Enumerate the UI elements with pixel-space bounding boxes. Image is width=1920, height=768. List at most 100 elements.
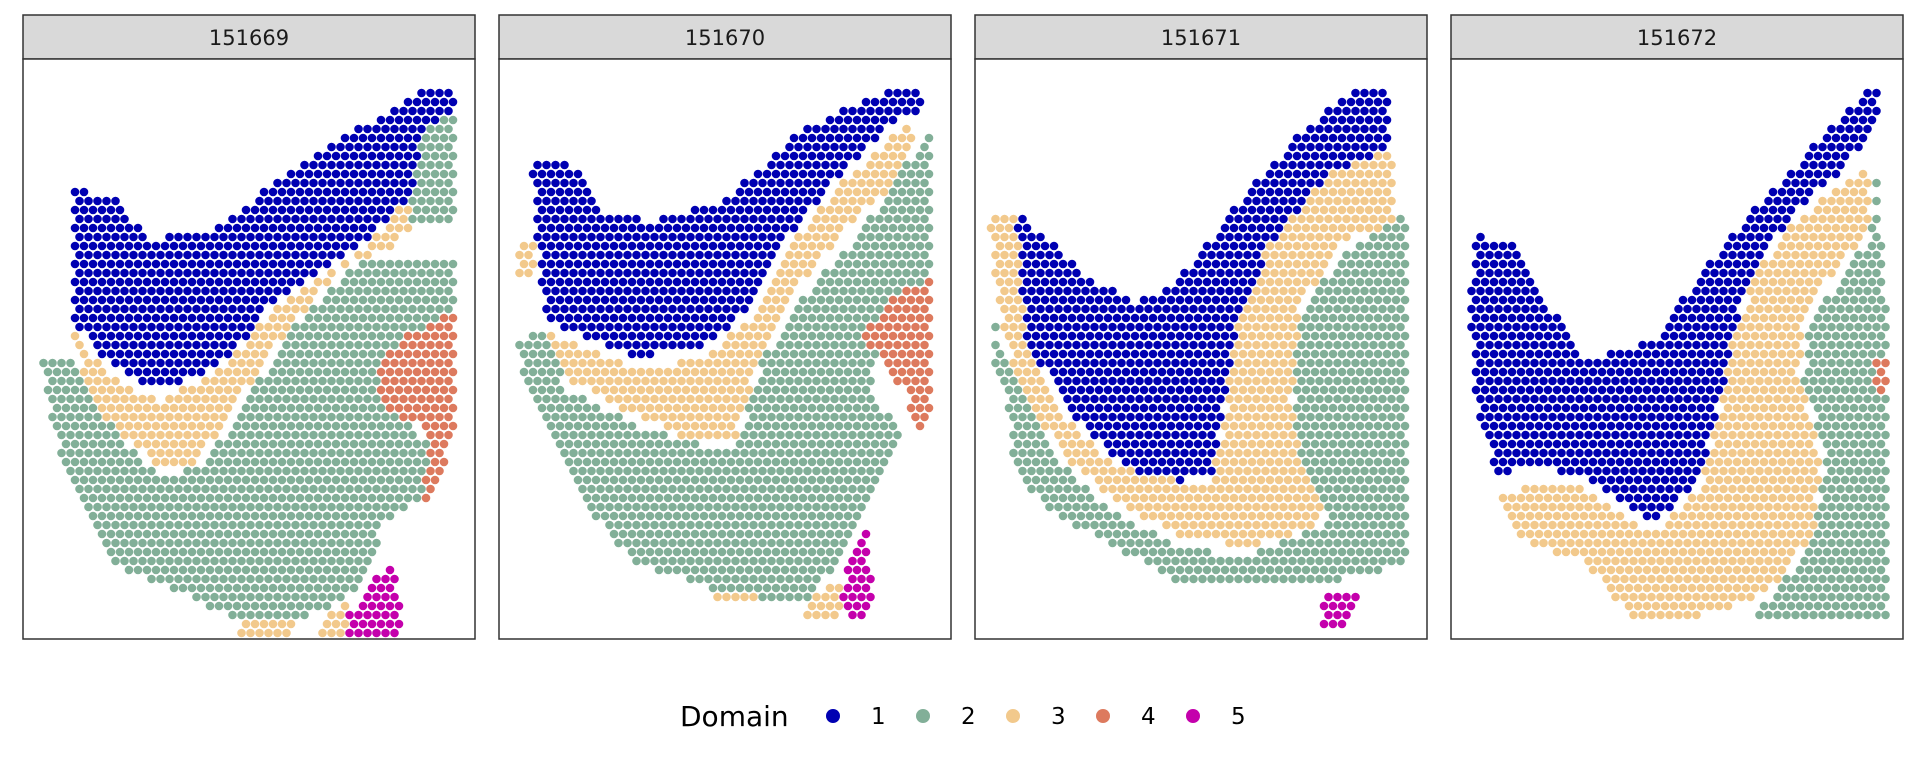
spot-domain-2	[435, 142, 444, 152]
spot-domain-4	[385, 385, 395, 395]
spot-domain-2	[363, 376, 372, 386]
spot-domain-1	[282, 178, 291, 188]
spot-domain-2	[309, 304, 318, 314]
spot-domain-2	[219, 574, 228, 584]
spot-domain-1	[205, 313, 215, 323]
spot-domain-2	[417, 196, 426, 206]
spot-domain-2	[767, 448, 776, 458]
spot-domain-2	[385, 475, 395, 485]
spot-domain-3	[1243, 304, 1252, 314]
spot-domain-1	[300, 250, 309, 260]
spot-domain-3	[758, 304, 767, 314]
spot-domain-1	[668, 268, 677, 278]
spot-domain-2	[336, 502, 345, 512]
spot-domain-3	[1292, 295, 1302, 305]
spot-domain-3	[1373, 205, 1383, 215]
spot-domain-1	[1211, 241, 1221, 251]
spot-domain-4	[439, 313, 449, 323]
spot-domain-2	[1360, 304, 1369, 314]
spot-domain-2	[812, 358, 821, 368]
spot-domain-2	[812, 466, 821, 476]
spot-domain-3	[165, 394, 174, 404]
spot-domain-1	[115, 205, 125, 215]
spot-domain-3	[722, 340, 731, 350]
spot-domain-3	[825, 583, 835, 593]
spot-domain-1	[340, 169, 350, 179]
spot-domain-2	[573, 421, 583, 431]
spot-domain-2	[866, 430, 875, 440]
spot-domain-2	[327, 304, 336, 314]
spot-domain-1	[358, 151, 368, 161]
spot-domain-1	[614, 214, 623, 224]
spot-domain-1	[1202, 439, 1212, 449]
spot-domain-2	[340, 313, 350, 323]
spot-domain-1	[345, 142, 354, 152]
spot-domain-2	[618, 511, 628, 521]
spot-domain-2	[659, 538, 668, 548]
spot-domain-1	[88, 331, 98, 341]
spot-domain-3	[255, 628, 264, 638]
spot-domain-2	[169, 529, 179, 539]
spot-domain-1	[214, 295, 224, 305]
spot-domain-1	[1202, 259, 1212, 269]
spot-domain-1	[1256, 241, 1266, 251]
spot-domain-1	[1306, 178, 1315, 188]
spot-domain-4	[915, 421, 925, 431]
spot-domain-1	[560, 268, 569, 278]
spot-domain-1	[537, 169, 547, 179]
spot-domain-1	[403, 169, 413, 179]
spot-domain-2	[291, 520, 300, 530]
spot-domain-4	[390, 394, 399, 404]
spot-domain-1	[1130, 367, 1140, 377]
spot-domain-2	[277, 385, 287, 395]
spot-domain-2	[875, 250, 884, 260]
spot-domain-1	[435, 88, 444, 98]
spot-domain-1	[372, 142, 381, 152]
spot-domain-2	[241, 565, 251, 575]
spot-domain-2	[771, 511, 781, 521]
spot-domain-3	[178, 403, 188, 413]
spot-domain-2	[668, 448, 677, 458]
spot-domain-2	[268, 601, 278, 611]
spot-domain-1	[147, 304, 156, 314]
spot-domain-2	[825, 421, 835, 431]
spot-domain-1	[196, 259, 206, 269]
spot-domain-2	[893, 268, 902, 278]
spot-domain-2	[830, 502, 839, 512]
spot-domain-2	[1342, 286, 1351, 296]
spot-domain-1	[340, 241, 350, 251]
facet-panel-151670: 151670	[498, 14, 952, 640]
spot-domain-2	[412, 457, 422, 467]
spot-domain-1	[1216, 304, 1225, 314]
spot-domain-2	[354, 304, 363, 314]
spot-domain-1	[273, 214, 282, 224]
spot-domain-2	[911, 214, 920, 224]
spot-domain-2	[210, 448, 219, 458]
spot-domain-1	[618, 331, 628, 341]
spot-domain-1	[852, 151, 862, 161]
spot-domain-2	[286, 403, 296, 413]
spot-domain-2	[1387, 286, 1396, 296]
spot-domain-2	[672, 439, 682, 449]
spot-domain-2	[358, 259, 368, 269]
spot-domain-3	[250, 349, 260, 359]
spot-domain-2	[102, 502, 111, 512]
spot-domain-2	[124, 457, 134, 467]
spot-domain-1	[174, 358, 183, 368]
spot-domain-1	[1040, 259, 1050, 269]
spot-domain-1	[304, 205, 314, 215]
spot-domain-1	[1063, 322, 1072, 332]
spot-domain-1	[1265, 205, 1275, 215]
spot-domain-3	[1004, 223, 1014, 233]
spot-domain-3	[147, 394, 156, 404]
spot-domain-1	[1270, 196, 1279, 206]
spot-domain-1	[372, 160, 381, 170]
spot-domain-2	[821, 340, 830, 350]
spot-domain-2	[825, 313, 835, 323]
spot-domain-1	[151, 349, 161, 359]
spot-domain-3	[133, 403, 143, 413]
spot-domain-2	[767, 574, 776, 584]
spot-domain-3	[605, 358, 614, 368]
spot-domain-3	[1288, 358, 1297, 368]
spot-domain-3	[88, 367, 98, 377]
